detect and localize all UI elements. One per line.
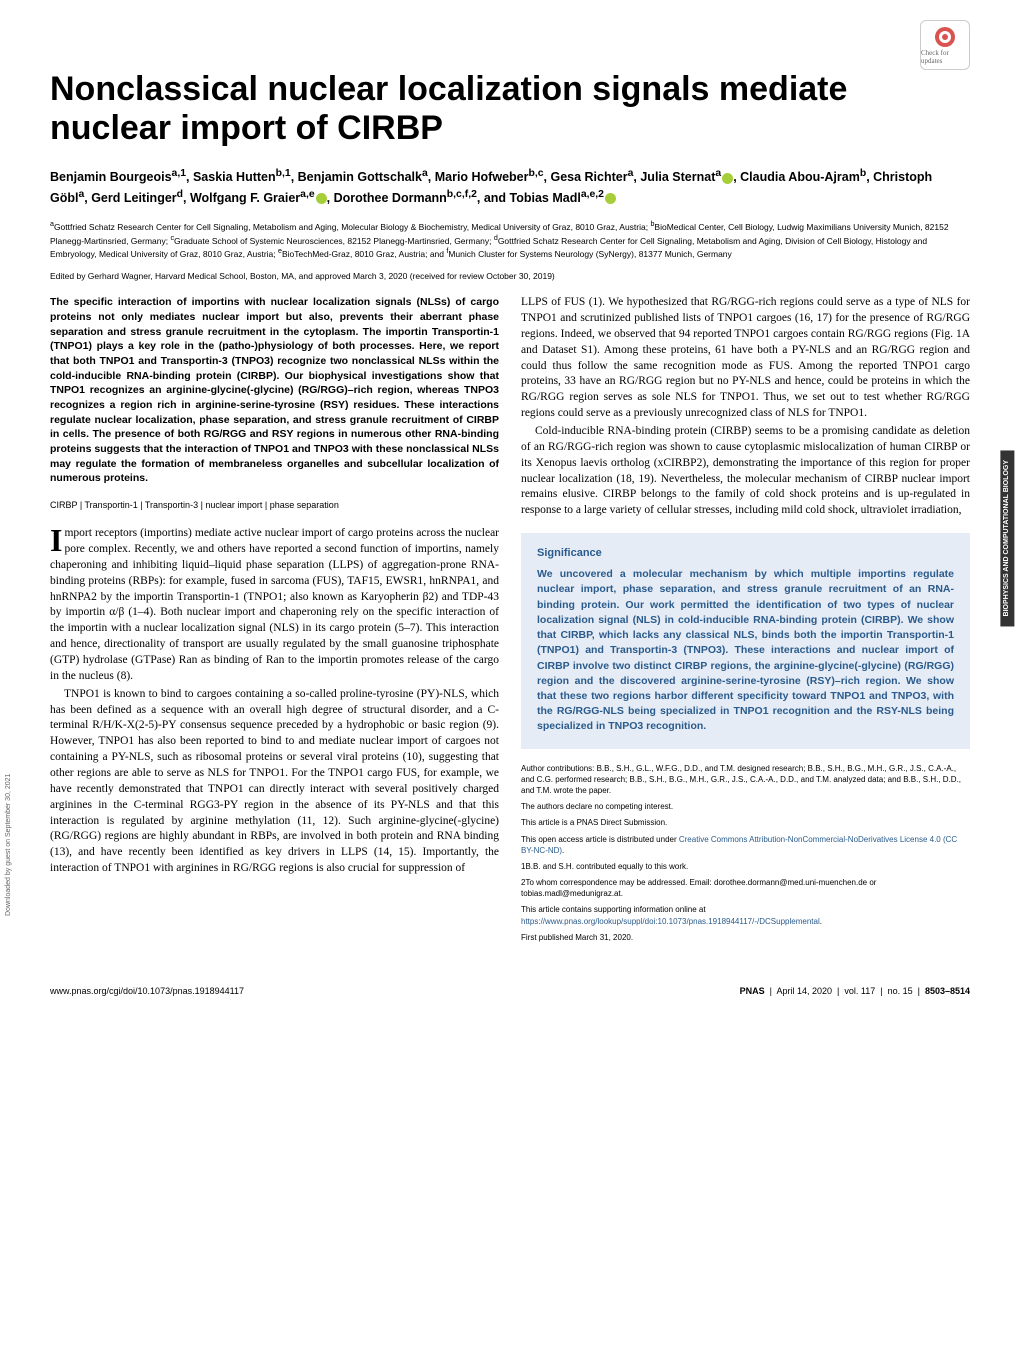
left-column: The specific interaction of importins wi… bbox=[50, 295, 499, 948]
direct-submission: This article is a PNAS Direct Submission… bbox=[521, 817, 970, 828]
affiliations: aGottfried Schatz Research Center for Ce… bbox=[50, 220, 970, 261]
author-contributions: Author contributions: B.B., S.H., G.L., … bbox=[521, 763, 970, 797]
significance-heading: Significance bbox=[537, 547, 954, 559]
significance-box: Significance We uncovered a molecular me… bbox=[521, 533, 970, 748]
right-p1: LLPS of FUS (1). We hypothesized that RG… bbox=[521, 295, 970, 422]
first-published: First published March 31, 2020. bbox=[521, 932, 970, 943]
article-title: Nonclassical nuclear localization signal… bbox=[50, 70, 970, 148]
right-p2: Cold-inducible RNA-binding protein (CIRB… bbox=[521, 424, 970, 519]
footer-right: PNAS | April 14, 2020 | vol. 117 | no. 1… bbox=[740, 986, 970, 996]
footer-no: no. 15 bbox=[888, 986, 913, 996]
significance-body: We uncovered a molecular mechanism by wh… bbox=[537, 567, 954, 734]
intro-p1: Import receptors (importins) mediate act… bbox=[50, 526, 499, 685]
suppl-note: This article contains supporting informa… bbox=[521, 904, 970, 926]
check-updates-label: Check for updates bbox=[921, 49, 969, 65]
footer-date: April 14, 2020 bbox=[776, 986, 832, 996]
check-updates-icon bbox=[933, 25, 957, 49]
check-updates-badge[interactable]: Check for updates bbox=[920, 20, 970, 70]
equal-contribution: 1B.B. and S.H. contributed equally to th… bbox=[521, 861, 970, 872]
author-list: Benjamin Bourgeoisa,1, Saskia Huttenb,1,… bbox=[50, 166, 970, 208]
body-text-right: LLPS of FUS (1). We hypothesized that RG… bbox=[521, 295, 970, 519]
footer-doi: www.pnas.org/cgi/doi/10.1073/pnas.191894… bbox=[50, 986, 244, 996]
license-note: This open access article is distributed … bbox=[521, 834, 970, 856]
footer-journal: PNAS bbox=[740, 986, 765, 996]
right-column: LLPS of FUS (1). We hypothesized that RG… bbox=[521, 295, 970, 948]
footnotes: Author contributions: B.B., S.H., G.L., … bbox=[521, 763, 970, 943]
download-note: Downloaded by guest on September 30, 202… bbox=[5, 774, 12, 916]
keywords: CIRBP | Transportin-1 | Transportin-3 | … bbox=[50, 500, 499, 510]
two-column-layout: The specific interaction of importins wi… bbox=[50, 295, 970, 948]
subject-category: BIOPHYSICS AND COMPUTATIONAL BIOLOGY bbox=[1000, 450, 1014, 626]
dropcap: I bbox=[50, 526, 64, 554]
intro-p2: TNPO1 is known to bind to cargoes contai… bbox=[50, 687, 499, 877]
footer-vol: vol. 117 bbox=[844, 986, 875, 996]
abstract: The specific interaction of importins wi… bbox=[50, 295, 499, 486]
correspondence: 2To whom correspondence may be addressed… bbox=[521, 877, 970, 899]
competing-interest: The authors declare no competing interes… bbox=[521, 801, 970, 812]
footer-pages: 8503–8514 bbox=[925, 986, 970, 996]
body-text-left: Import receptors (importins) mediate act… bbox=[50, 526, 499, 877]
suppl-link[interactable]: https://www.pnas.org/lookup/suppl/doi:10… bbox=[521, 917, 820, 926]
edited-by: Edited by Gerhard Wagner, Harvard Medica… bbox=[50, 271, 970, 281]
page-footer: www.pnas.org/cgi/doi/10.1073/pnas.191894… bbox=[50, 978, 970, 996]
